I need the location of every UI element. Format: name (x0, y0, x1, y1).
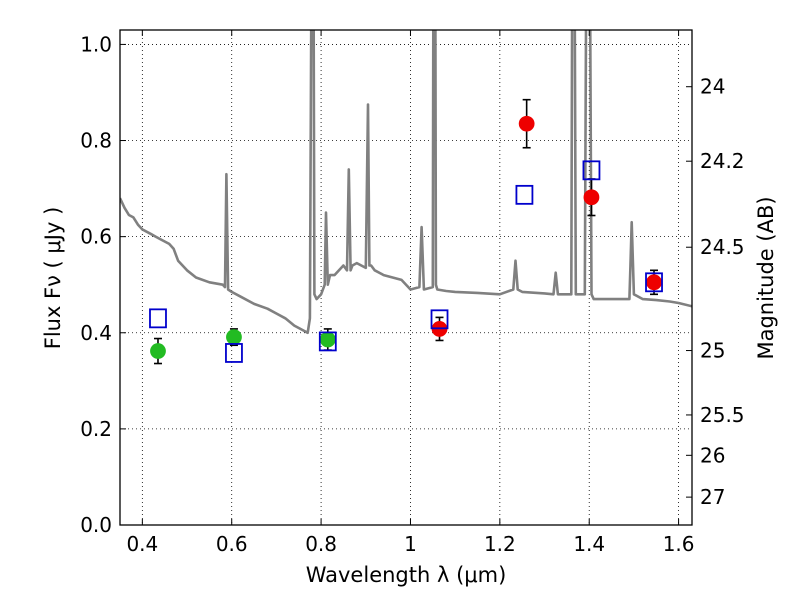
right-tick-label: 25 (700, 339, 725, 363)
y-tick-label: 0.4 (80, 321, 112, 345)
observed-red-point (646, 274, 662, 291)
x-tick-label: 0.4 (126, 532, 158, 556)
y-tick-label: 1.0 (80, 32, 112, 56)
model-box-marker (582, 160, 601, 181)
y-tick-label: 0.8 (80, 129, 112, 153)
x-axis-label: Wavelength λ (μm) (306, 563, 507, 587)
model-box-marker (430, 309, 449, 330)
y-tick-label: 0.2 (80, 417, 112, 441)
plot-area (120, 30, 692, 365)
model-box-marker (515, 184, 534, 205)
x-tick-label: 0.8 (305, 532, 337, 556)
observed-green-point (319, 331, 336, 348)
model-box-marker (645, 272, 663, 293)
y-tick-label: 0.6 (80, 225, 112, 249)
right-axis-label: Magnitude (AB) (754, 196, 778, 359)
right-tick-label: 24 (700, 75, 725, 99)
plot-frame (119, 29, 693, 526)
grid-lines (120, 30, 692, 526)
observed-green-point (150, 343, 166, 359)
model-box-marker (149, 308, 167, 329)
model-box-marker (318, 331, 337, 352)
y-tick-label: 0.0 (80, 513, 112, 537)
right-tick-label: 26 (700, 443, 725, 467)
axes: 0.4 0.6 0.8 1 1.2 1.4 1.6 0.0 0.2 0.4 0.6 0.8 1.0 24 2… (80, 30, 745, 556)
right-tick-label: 24.2 (700, 149, 745, 173)
right-tick-label: 27 (700, 485, 725, 509)
observed-red-point (583, 189, 600, 206)
model-spectrum-line (120, 30, 692, 335)
x-tick-label: 1.4 (573, 532, 605, 556)
model-box-marker (225, 343, 243, 363)
observed-green-point (226, 329, 242, 345)
x-tick-label: 0.6 (216, 532, 248, 556)
right-tick-label: 24.5 (700, 235, 745, 259)
y-axis-label: Flux Fν ( μJy ) (41, 207, 65, 350)
x-tick-label: 1 (404, 532, 417, 556)
x-tick-label: 1.2 (484, 532, 516, 556)
observed-red-point (518, 115, 535, 132)
x-tick-label: 1.6 (663, 532, 695, 556)
right-tick-label: 25.5 (700, 403, 745, 427)
